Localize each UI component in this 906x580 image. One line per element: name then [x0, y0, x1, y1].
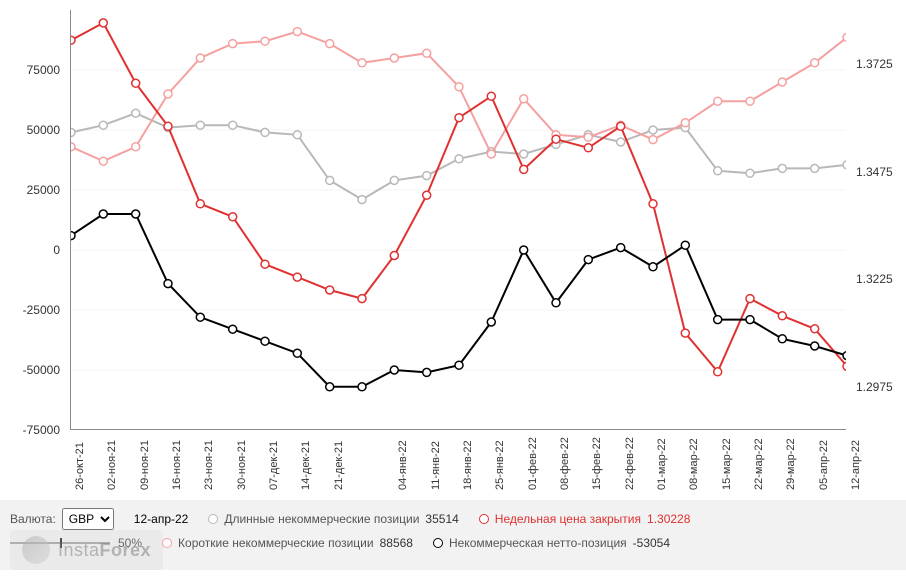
x-tick: 15-фев-22 — [591, 437, 603, 490]
watermark: InstaForex — [10, 530, 163, 570]
legend-label-long: Длинные некоммерческие позиции — [224, 512, 419, 526]
y-tick-right: 1.3725 — [856, 57, 893, 71]
legend-value-long: 35514 — [425, 512, 458, 526]
x-tick: 04-янв-22 — [397, 440, 409, 490]
x-tick: 01-мар-22 — [656, 438, 668, 490]
legend-value-close: 1.30228 — [647, 512, 690, 526]
x-tick: 14-дек-21 — [300, 441, 312, 490]
legend-date: 12-апр-22 — [134, 512, 189, 526]
watermark-icon — [22, 536, 50, 564]
y-tick-right: 1.2975 — [856, 380, 893, 394]
y-axis-right: 1.2975 1.3225 1.3475 1.3725 — [851, 10, 906, 430]
x-tick: 08-мар-22 — [688, 438, 700, 490]
watermark-logo: InstaForex — [10, 530, 163, 570]
legend-value-short: 88568 — [380, 536, 413, 550]
x-tick: 26-окт-21 — [74, 442, 86, 490]
plot-area — [70, 10, 846, 430]
y-tick-left: 0 — [53, 243, 60, 257]
y-tick-right: 1.3475 — [856, 165, 893, 179]
legend-item-short: Короткие некоммерческие позиции 88568 — [162, 536, 413, 550]
x-tick: 21-дек-21 — [333, 441, 345, 490]
y-tick-right: 1.3225 — [856, 272, 893, 286]
x-tick: 05-апр-22 — [818, 440, 830, 490]
x-tick: 02-ноя-21 — [106, 440, 118, 490]
currency-selector-group: Валюта: GBP — [10, 508, 114, 530]
x-tick: 22-мар-22 — [753, 438, 765, 490]
watermark-text: InstaForex — [58, 540, 151, 561]
x-tick: 16-ноя-21 — [171, 440, 183, 490]
y-tick-left: 50000 — [27, 123, 60, 137]
x-tick: 23-ноя-21 — [203, 440, 215, 490]
y-tick-left: 75000 — [27, 63, 60, 77]
currency-label: Валюта: — [10, 512, 56, 526]
x-tick: 25-янв-22 — [494, 440, 506, 490]
watermark-text-normal: Insta — [58, 540, 100, 560]
legend-item-close: Недельная цена закрытия 1.30228 — [479, 512, 691, 526]
y-tick-left: 25000 — [27, 183, 60, 197]
legend-item-long: Длинные некоммерческие позиции 35514 — [208, 512, 458, 526]
x-tick: 30-ноя-21 — [236, 440, 248, 490]
legend-marker-long — [208, 514, 218, 524]
y-axis-left: -75000-50000-250000250005000075000 — [0, 10, 65, 430]
legend-label-close: Недельная цена закрытия — [495, 512, 641, 526]
legend-value-net: -53054 — [633, 536, 670, 550]
legend-item-net: Некоммерческая нетто-позиция -53054 — [433, 536, 670, 550]
x-tick: 07-дек-21 — [268, 441, 280, 490]
legend-marker-net — [433, 538, 443, 548]
y-tick-left: -25000 — [23, 303, 60, 317]
y-tick-left: -50000 — [23, 363, 60, 377]
chart-container: -75000 -50000 -25000 0 25000 50000 75000 1.297… — [0, 0, 906, 530]
x-tick: 11-янв-22 — [430, 441, 442, 490]
plot-svg — [71, 10, 846, 429]
legend-row-1: Валюта: GBP 12-апр-22 Длинные некоммерче… — [10, 508, 896, 530]
x-tick: 22-фев-22 — [624, 437, 636, 490]
x-tick: 12-апр-22 — [850, 440, 862, 490]
x-tick: 08-фев-22 — [559, 437, 571, 490]
x-tick: 29-мар-22 — [785, 438, 797, 490]
x-axis: 26-окт-21 02-ноя-21 09-ноя-21 16-ноя-21 23-н… — [70, 434, 846, 494]
y-tick-left: -75000 — [23, 423, 60, 437]
x-tick: 18-янв-22 — [462, 440, 474, 490]
legend-label-short: Короткие некоммерческие позиции — [178, 536, 374, 550]
currency-select[interactable]: GBP — [62, 508, 114, 530]
watermark-text-bold: Forex — [100, 540, 152, 560]
x-tick: 09-ноя-21 — [139, 440, 151, 490]
x-tick: 15-мар-22 — [721, 438, 733, 490]
legend-marker-close — [479, 514, 489, 524]
legend-label-net: Некоммерческая нетто-позиция — [449, 536, 627, 550]
x-tick: 01-фев-22 — [527, 437, 539, 490]
legend-marker-short — [162, 538, 172, 548]
